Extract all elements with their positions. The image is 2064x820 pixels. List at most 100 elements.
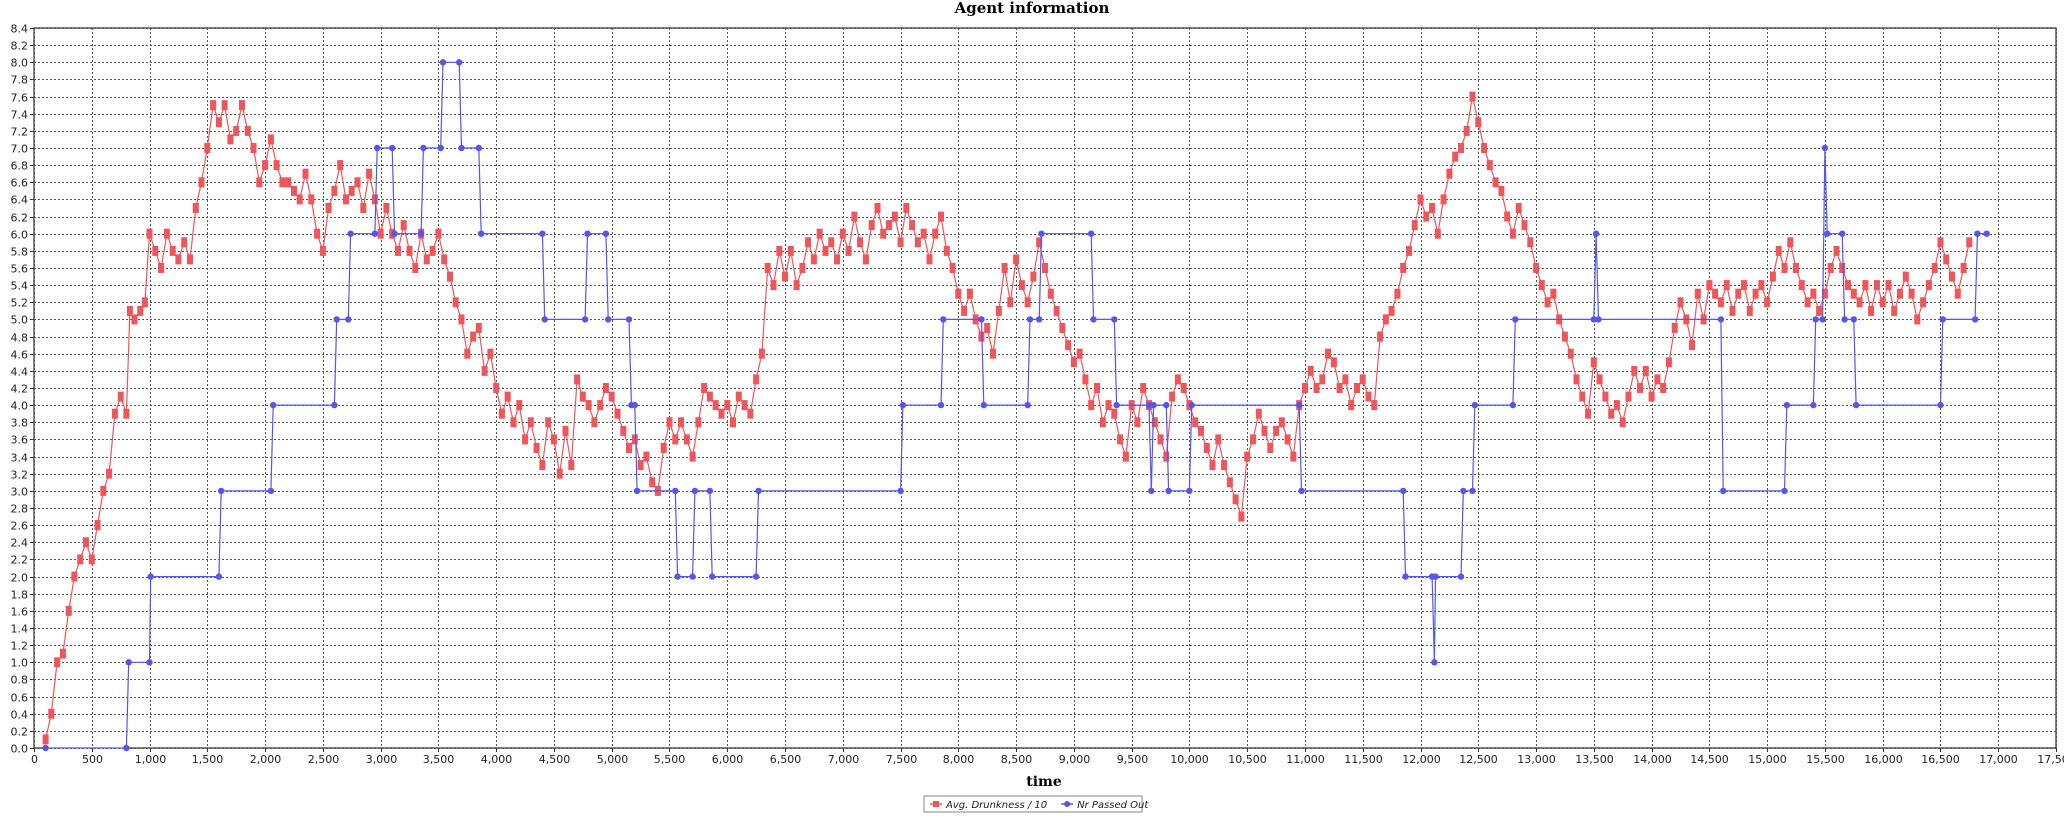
data-point [597, 400, 603, 410]
data-point [1522, 220, 1528, 230]
data-point [1608, 409, 1614, 419]
data-point [470, 332, 476, 342]
y-tick-label: 6.6 [11, 177, 29, 190]
data-point [1481, 143, 1487, 153]
data-point [164, 229, 170, 239]
data-point [222, 100, 228, 110]
data-point [1824, 231, 1830, 237]
data-point [345, 316, 351, 322]
y-tick-label: 8.4 [11, 23, 29, 36]
data-point [1678, 297, 1684, 307]
data-point [1909, 289, 1915, 299]
x-tick-label: 12,500 [1459, 753, 1498, 766]
y-tick-label: 3.4 [11, 452, 29, 465]
data-point [996, 306, 1002, 316]
data-point [1539, 280, 1545, 290]
data-point [649, 477, 655, 487]
x-tick-label: 6,500 [770, 753, 802, 766]
data-point [1038, 231, 1044, 237]
y-tick-label: 0.6 [11, 692, 29, 705]
data-point [1148, 488, 1154, 494]
data-point [146, 659, 152, 665]
data-point [1593, 231, 1599, 237]
y-tick-label: 4.0 [11, 400, 29, 413]
data-point [123, 409, 129, 419]
y-tick-label: 5.6 [11, 263, 29, 276]
data-point [551, 434, 557, 444]
data-point [674, 573, 680, 579]
data-point [1446, 169, 1452, 179]
data-point [724, 400, 730, 410]
data-point [632, 434, 638, 444]
data-point [834, 254, 840, 264]
data-point [1262, 426, 1268, 436]
data-point [1377, 332, 1383, 342]
data-point [1117, 434, 1123, 444]
data-point [493, 383, 499, 393]
data-point [776, 246, 782, 256]
data-point [1233, 494, 1239, 504]
data-point [1974, 231, 1980, 237]
data-point [1198, 426, 1204, 436]
data-point [1966, 237, 1972, 247]
x-tick-label: 10,000 [1170, 753, 1209, 766]
data-point [268, 488, 274, 494]
data-point [984, 323, 990, 333]
data-point [1533, 263, 1539, 273]
data-point [1787, 237, 1793, 247]
data-point [170, 246, 176, 256]
data-point [199, 177, 205, 187]
data-point [435, 229, 441, 239]
data-point [1175, 374, 1181, 384]
y-tick-label: 0.4 [11, 709, 29, 722]
data-point [875, 203, 881, 213]
data-point [1469, 488, 1475, 494]
data-point [1851, 316, 1857, 322]
y-tick-label: 3.8 [11, 417, 29, 430]
legend-item-1: Avg. Drunkness / 10 [930, 800, 1047, 811]
data-point [137, 306, 143, 316]
data-point [1805, 297, 1811, 307]
x-axis-title: time [1026, 774, 1062, 790]
data-point [148, 573, 154, 579]
data-point [539, 460, 545, 470]
data-point [755, 488, 761, 494]
y-tick-label: 0.0 [11, 743, 29, 756]
x-tick-label: 14,500 [1690, 753, 1729, 766]
data-point [118, 392, 124, 402]
data-point [586, 400, 592, 410]
data-point [840, 229, 846, 239]
data-point [1342, 374, 1348, 384]
y-tick-label: 4.4 [11, 366, 29, 379]
data-point [938, 212, 944, 222]
data-point [944, 246, 950, 256]
data-point [528, 417, 534, 427]
y-tick-label: 1.2 [11, 640, 29, 653]
data-point [851, 212, 857, 222]
data-point [1853, 402, 1859, 408]
data-point [320, 246, 326, 256]
data-point [1735, 289, 1741, 299]
data-point [620, 426, 626, 436]
data-point [440, 59, 446, 65]
data-point [355, 177, 361, 187]
data-point [568, 460, 574, 470]
data-point [360, 203, 366, 213]
data-point [765, 263, 771, 273]
data-point [1054, 306, 1060, 316]
data-point [407, 246, 413, 256]
x-tick-label: 0 [31, 753, 38, 766]
data-point [1094, 383, 1100, 393]
data-point [1498, 186, 1504, 196]
data-point [903, 203, 909, 213]
data-point [147, 229, 153, 239]
data-point [857, 237, 863, 247]
data-point [1460, 488, 1466, 494]
data-point [1163, 452, 1169, 462]
x-tick-label: 2,500 [308, 753, 340, 766]
data-point [794, 280, 800, 290]
y-tick-label: 5.4 [11, 280, 29, 293]
data-point [1819, 316, 1825, 322]
